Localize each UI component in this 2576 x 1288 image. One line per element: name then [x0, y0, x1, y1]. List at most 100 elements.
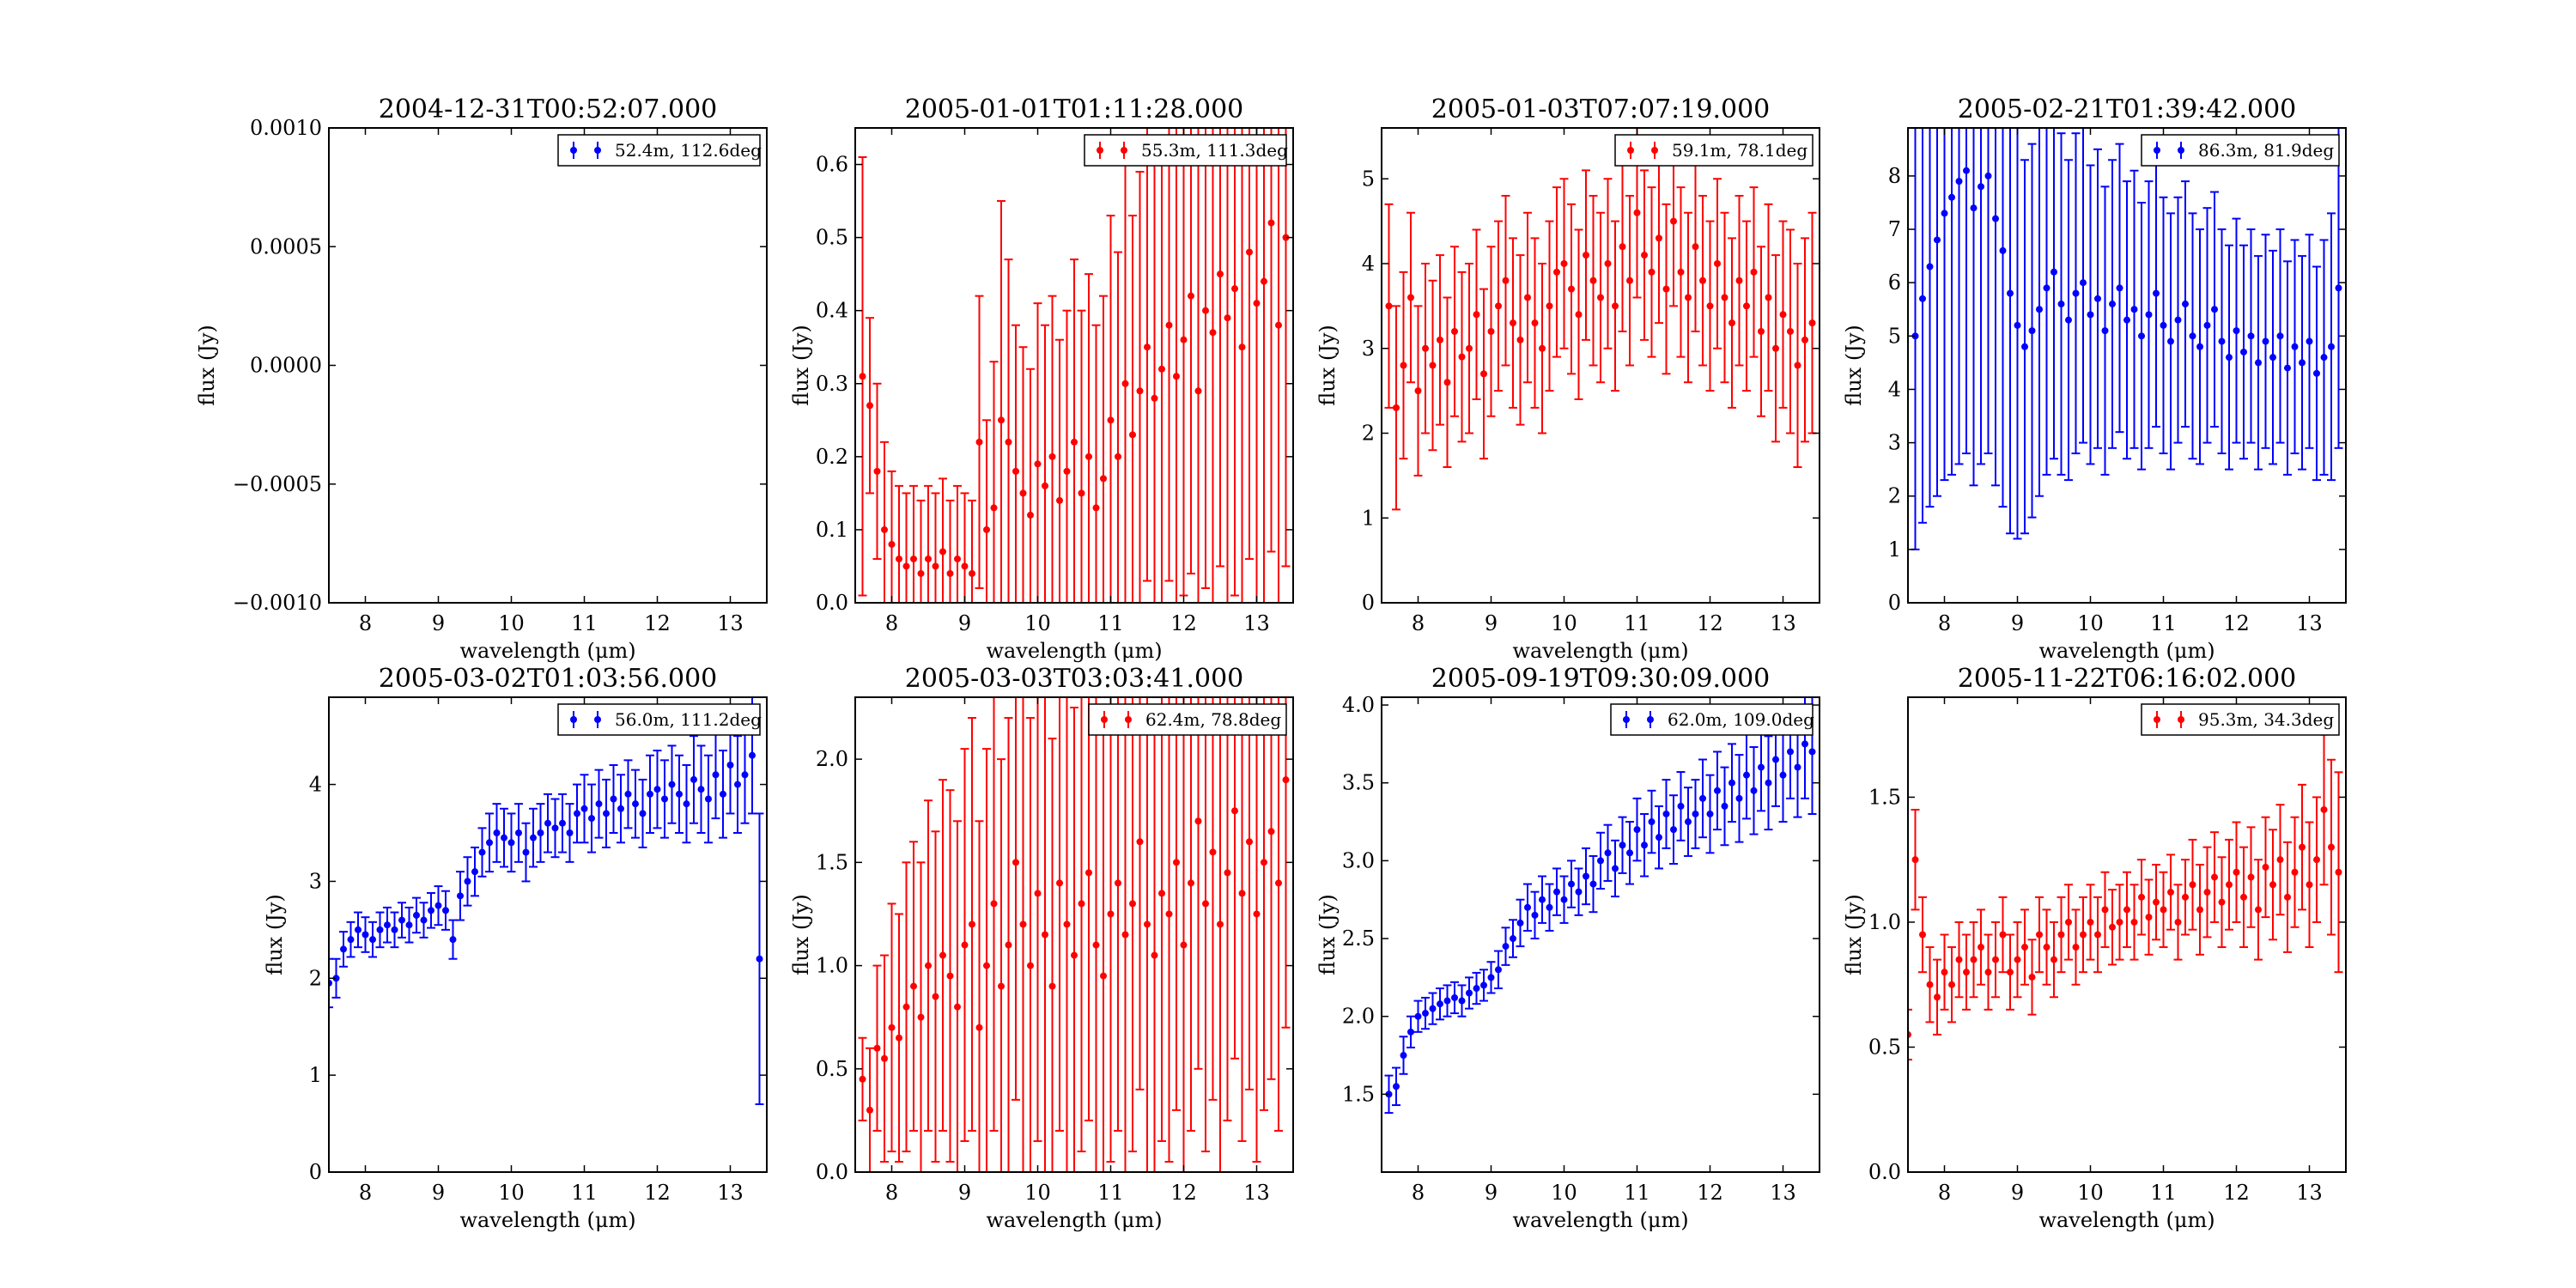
data-point: [2036, 306, 2043, 313]
legend-marker-point: [1623, 716, 1630, 723]
data-point: [2036, 931, 2043, 939]
y-tick-label: 4: [1888, 377, 1901, 401]
data-point: [1735, 794, 1743, 802]
legend-marker-point: [1097, 147, 1103, 154]
data-point: [1437, 336, 1443, 343]
data-point: [1129, 431, 1136, 439]
data-point: [2057, 931, 2065, 939]
x-tick-label: 9: [1485, 611, 1498, 635]
data-point: [398, 916, 405, 924]
data-point: [2050, 956, 2057, 963]
data-point: [1466, 989, 1473, 997]
data-point: [1480, 370, 1487, 378]
data-point: [1180, 941, 1188, 949]
data-point: [932, 993, 939, 1000]
data-point: [1612, 865, 1619, 872]
x-axis-label: wavelength (μm): [1512, 639, 1688, 663]
data-point: [2335, 868, 2342, 876]
data-point: [1027, 962, 1034, 969]
legend-label: 86.3m, 81.9deg: [2198, 140, 2334, 161]
data-point: [340, 945, 347, 953]
y-tick-label: 0.0: [1868, 1160, 1901, 1184]
data-point: [2320, 354, 2328, 361]
x-axis-label: wavelength (μm): [1512, 1208, 1688, 1232]
data-point: [1253, 910, 1261, 918]
data-point: [866, 402, 873, 410]
data-point: [1750, 268, 1758, 276]
y-tick-label: 8: [1888, 164, 1901, 188]
data-point: [1209, 848, 1217, 856]
data-point: [1473, 985, 1480, 993]
data-point: [2211, 873, 2218, 881]
data-point: [983, 962, 990, 969]
data-point: [881, 1054, 888, 1062]
data-point: [1092, 941, 1100, 949]
data-point: [1589, 276, 1597, 284]
x-tick-label: 12: [1697, 1181, 1723, 1205]
data-point: [2130, 918, 2138, 926]
data-point: [1984, 969, 1992, 976]
data-point: [1978, 944, 1984, 951]
data-point: [668, 781, 676, 788]
legend-box: [2141, 134, 2340, 167]
data-point: [1063, 920, 1071, 928]
data-point: [1238, 890, 1246, 897]
data-point: [1202, 900, 1209, 908]
legend-label: 95.3m, 34.3deg: [2198, 709, 2334, 730]
axes-frame: [1381, 696, 1820, 1173]
x-tick-label: 8: [885, 611, 898, 635]
data-point: [1180, 336, 1188, 343]
legend-label: 62.4m, 78.8deg: [1145, 709, 1281, 730]
y-axis-label: flux (Jy): [1842, 894, 1866, 975]
data-point: [1626, 276, 1633, 284]
data-point: [391, 926, 398, 933]
data-point: [1085, 453, 1092, 460]
data-point: [1539, 344, 1546, 352]
subplot-2: 2005-01-01T01:11:28.000 8 9 10 11 12 13 0.0 0.1 0…: [789, 94, 1294, 663]
data-point: [1224, 869, 1231, 877]
data-point: [361, 931, 369, 939]
data-point: [1115, 453, 1121, 460]
data-point: [1502, 276, 1510, 284]
data-point: [2240, 348, 2247, 355]
x-tick-label: 9: [958, 611, 971, 635]
data-point: [1224, 314, 1231, 322]
x-tick-label: 12: [644, 611, 671, 635]
data-point: [1794, 763, 1801, 771]
data-point: [632, 800, 639, 808]
data-point: [1992, 956, 1999, 963]
x-tick-label: 9: [2011, 1181, 2024, 1205]
data-point: [1042, 931, 1048, 939]
data-point: [1495, 966, 1502, 974]
data-point: [1743, 302, 1750, 310]
subplot-6: 2005-03-03T03:03:41.000 8 9 10 11 12 13 0.0 0.5 1…: [789, 664, 1294, 1232]
x-tick-label: 8: [1412, 611, 1425, 635]
data-layer: [1908, 733, 2343, 1061]
data-point: [1531, 911, 1539, 919]
x-tick-label: 9: [432, 1181, 445, 1205]
subplot-title: 2005-01-03T07:07:19.000: [1431, 94, 1771, 125]
legend-marker-point: [2178, 147, 2184, 154]
data-point: [1151, 394, 1158, 402]
data-point: [2021, 343, 2028, 350]
data-point: [1063, 467, 1071, 475]
x-tick-label: 9: [958, 1181, 971, 1205]
data-point: [551, 824, 559, 832]
data-point: [1121, 380, 1129, 387]
data-point: [939, 548, 946, 556]
data-point: [954, 1003, 961, 1011]
data-layer: [1384, 128, 1817, 511]
data-point: [1721, 802, 1728, 810]
data-point: [1978, 183, 1984, 191]
data-point: [2109, 923, 2116, 931]
data-point: [580, 805, 588, 812]
y-tick-label: 0.5: [816, 226, 848, 250]
data-point: [1173, 373, 1180, 380]
x-tick-label: 12: [644, 1181, 671, 1205]
data-point: [1194, 817, 1202, 825]
data-point: [756, 955, 763, 963]
subplot-8: 2005-11-22T06:16:02.000 8 9 10 11 12 13 0.0 0.5 1…: [1842, 664, 2347, 1232]
legend: 62.0m, 109.0deg: [1610, 703, 1814, 736]
data-point: [1034, 460, 1042, 468]
data-point: [1706, 810, 1714, 817]
